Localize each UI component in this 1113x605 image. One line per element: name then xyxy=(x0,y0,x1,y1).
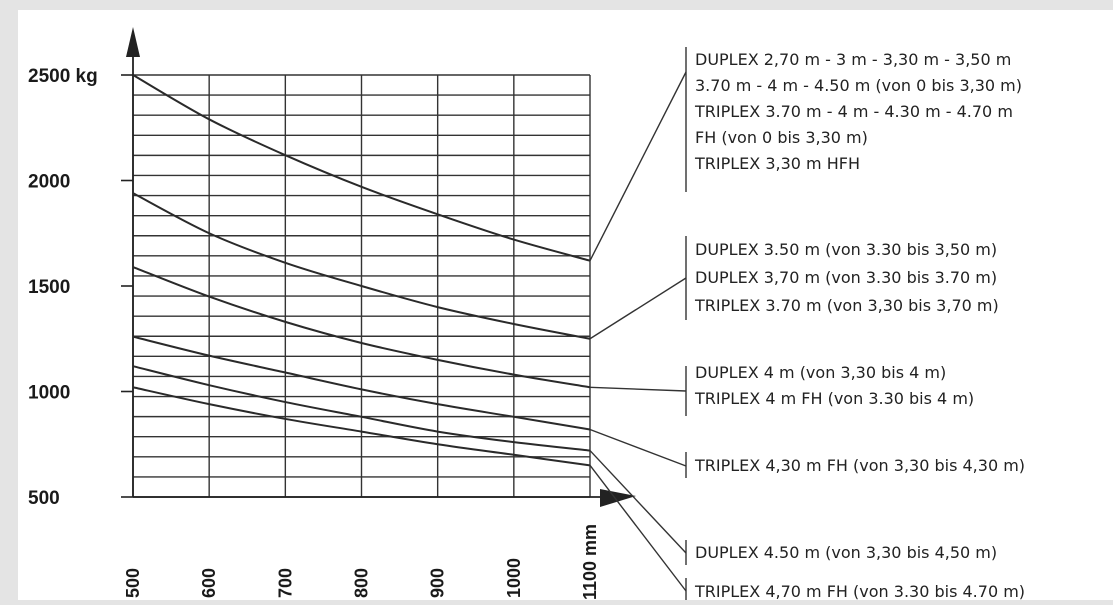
legend-entry-text: DUPLEX 3.50 m (von 3.30 bis 3,50 m) xyxy=(695,240,997,259)
legend-entry-text: TRIPLEX 3,30 m HFH xyxy=(694,154,860,173)
x-tick-label: 500 xyxy=(123,568,143,598)
series-curve-1 xyxy=(132,74,591,262)
series-curve-5 xyxy=(132,365,591,452)
legend-entry-text: TRIPLEX 3.70 m (von 3,30 bis 3,70 m) xyxy=(694,296,999,315)
y-axis-arrow-icon xyxy=(126,27,140,57)
legend-entry-text: 3.70 m - 4 m - 4.50 m (von 0 bis 3,30 m) xyxy=(695,76,1022,95)
legend-leader-line xyxy=(589,428,687,467)
legend-leader-line xyxy=(589,71,687,261)
series-curve-3 xyxy=(132,266,591,389)
x-tick-label: 900 xyxy=(428,568,448,598)
series-curve-6 xyxy=(132,386,591,467)
y-tick-label: 2500 kg xyxy=(28,66,98,87)
legend-entry-text: DUPLEX 2,70 m - 3 m - 3,30 m - 3,50 m xyxy=(695,50,1011,69)
legend-entry-text: TRIPLEX 3.70 m - 4 m - 4.30 m - 4.70 m xyxy=(694,102,1013,121)
legend-entry-text: DUPLEX 4.50 m (von 3,30 bis 4,50 m) xyxy=(695,543,997,562)
legend-leader-line xyxy=(589,277,687,340)
x-tick-label: 700 xyxy=(275,568,295,598)
x-axis-arrow-icon xyxy=(600,489,636,507)
y-tick-label: 500 xyxy=(28,488,60,509)
series-curve-2 xyxy=(132,192,591,340)
y-tick-label: 2000 xyxy=(28,172,70,193)
x-tick-label: 800 xyxy=(352,568,372,598)
legend-leader-line xyxy=(589,450,687,554)
legend-entry-text: FH (von 0 bis 3,30 m) xyxy=(695,128,868,147)
legend-entry-text: DUPLEX 3,70 m (von 3.30 bis 3.70 m) xyxy=(695,268,997,287)
x-tick-label: 600 xyxy=(199,568,219,598)
series-curve-4 xyxy=(132,335,591,431)
legend-leader-line xyxy=(589,386,687,392)
legend-entry-text: TRIPLEX 4,30 m FH (von 3,30 bis 4,30 m) xyxy=(694,456,1025,475)
y-tick-label: 1000 xyxy=(28,383,70,404)
legend-entry-text: DUPLEX 4 m (von 3,30 bis 4 m) xyxy=(695,363,946,382)
legend-entry-text: TRIPLEX 4,70 m FH (von 3.30 bis 4.70 m) xyxy=(694,582,1025,601)
x-tick-label: 1000 xyxy=(504,558,524,598)
legend-leader-line xyxy=(589,464,687,592)
y-tick-label: 1500 xyxy=(28,277,70,298)
x-tick-label: 1100 mm xyxy=(580,524,600,600)
legend-entry-text: TRIPLEX 4 m FH (von 3.30 bis 4 m) xyxy=(694,389,974,408)
